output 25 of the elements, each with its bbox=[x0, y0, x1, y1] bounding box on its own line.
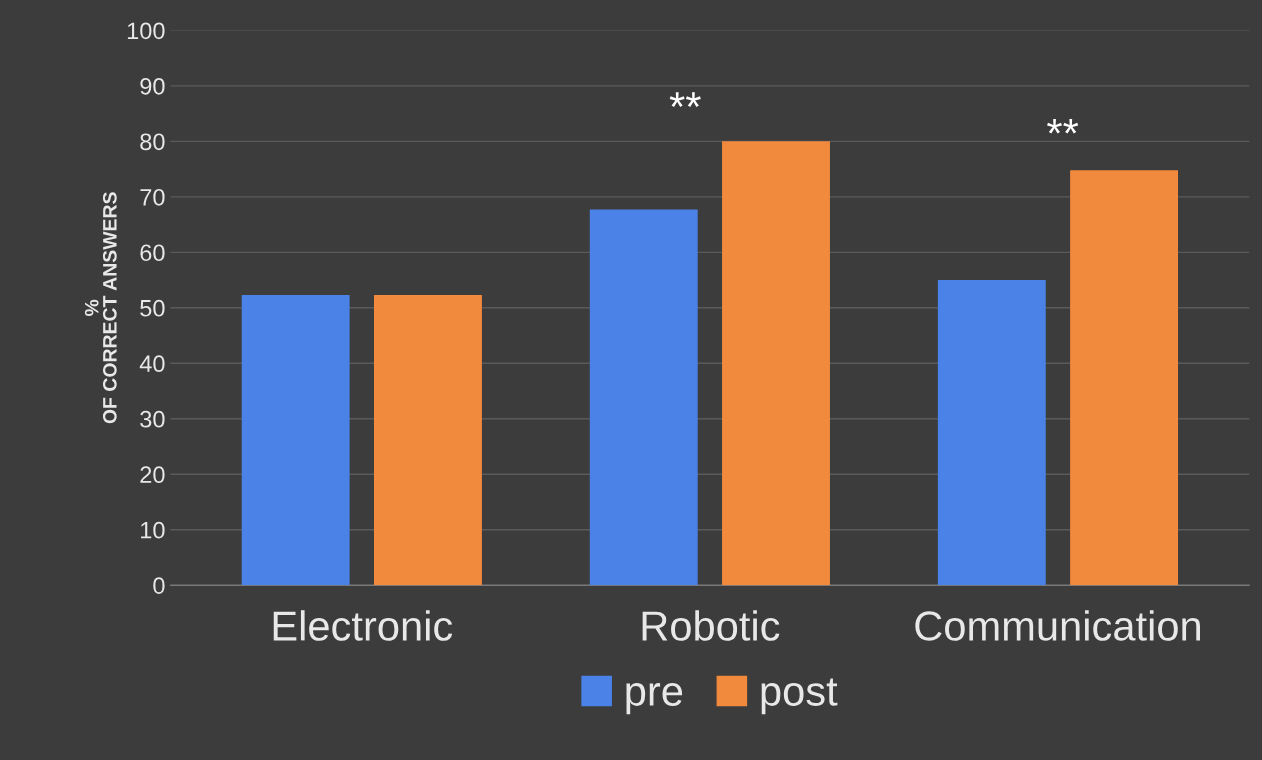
x-tick-label: Robotic bbox=[642, 610, 780, 641]
y-tick-label: 40 bbox=[139, 355, 165, 373]
bar bbox=[589, 209, 698, 586]
y-tick-label: 30 bbox=[140, 410, 165, 428]
bar bbox=[373, 295, 482, 586]
y-tick-label: 90 bbox=[140, 77, 165, 95]
y-tick-label: 100 bbox=[127, 22, 165, 40]
y-tick-label: 50 bbox=[140, 299, 165, 317]
y-tick-label: 10 bbox=[141, 521, 165, 539]
legend-label: pre bbox=[626, 683, 683, 715]
y-tick-label: 0 bbox=[153, 577, 165, 594]
bar bbox=[241, 295, 350, 586]
x-tick-label: Electronic bbox=[273, 610, 453, 641]
bar bbox=[937, 280, 1046, 586]
y-tick-label: 60 bbox=[140, 244, 165, 262]
y-tick-label: 70 bbox=[140, 188, 165, 206]
y-tick-label: 80 bbox=[140, 133, 165, 151]
annotation: ** bbox=[1047, 118, 1079, 134]
y-axis-title: % OF CORRECT ANSWERS bbox=[84, 192, 117, 424]
y-tick-label: 20 bbox=[140, 466, 165, 484]
annotation: ** bbox=[669, 92, 701, 107]
x-tick-label: Communication bbox=[915, 610, 1200, 641]
legend-label: post bbox=[761, 678, 838, 715]
bar bbox=[1070, 170, 1179, 586]
bar bbox=[722, 141, 830, 586]
